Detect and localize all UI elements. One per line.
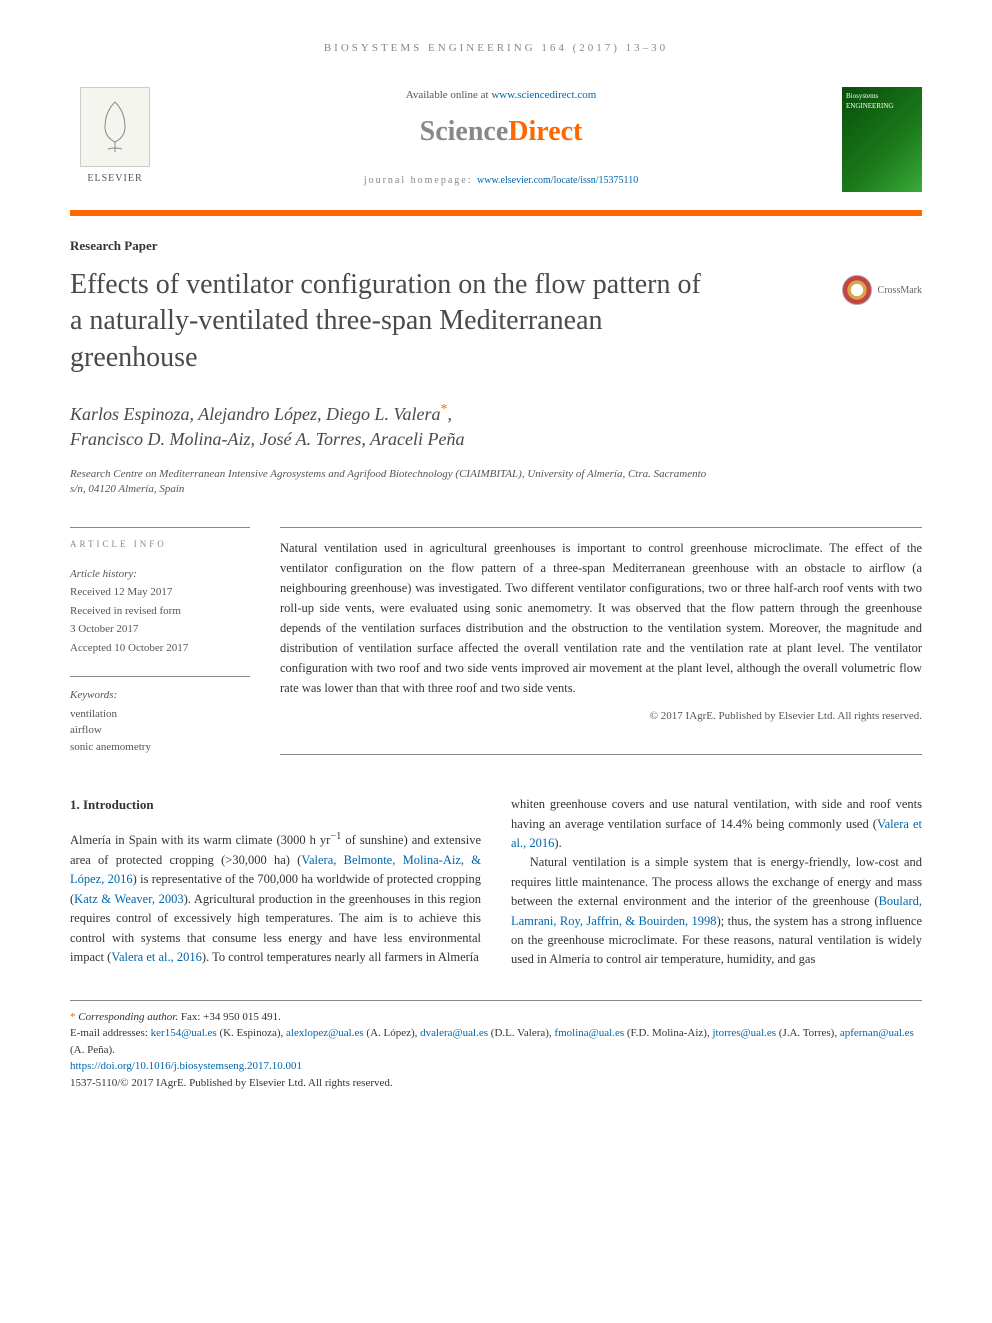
corresponding-author-note: * Corresponding author. Fax: +34 950 015… — [70, 1009, 922, 1026]
history-revised1: Received in revised form — [70, 603, 250, 620]
history-received: Received 12 May 2017 — [70, 584, 250, 601]
doi-link[interactable]: https://doi.org/10.1016/j.biosystemseng.… — [70, 1060, 302, 1072]
homepage-label: journal homepage: — [364, 175, 477, 186]
email-link[interactable]: apfernan@ual.es — [840, 1027, 914, 1039]
info-abstract-row: article info Article history: Received 1… — [70, 527, 922, 755]
elsevier-logo: ELSEVIER — [70, 87, 160, 186]
available-online-text: Available online at — [406, 89, 492, 101]
citation-link[interactable]: Valera et al., 2016 — [111, 950, 202, 964]
keyword: sonic anemometry — [70, 739, 250, 756]
footnote-marker: * — [70, 1011, 78, 1023]
issn-copyright: 1537-5110/© 2017 IAgrE. Published by Els… — [70, 1075, 922, 1092]
article-info-header: article info — [70, 527, 250, 552]
email-link[interactable]: jtorres@ual.es — [712, 1027, 776, 1039]
banner-center: Available online at www.sciencedirect.co… — [160, 87, 842, 189]
right-column: whiten greenhouse covers and use natural… — [511, 795, 922, 969]
keywords-block: Keywords: ventilation airflow sonic anem… — [70, 676, 250, 755]
email-link[interactable]: fmolina@ual.es — [554, 1027, 624, 1039]
body-columns: 1. Introduction Almería in Spain with it… — [70, 795, 922, 969]
section-heading: 1. Introduction — [70, 795, 481, 815]
citation-link[interactable]: Katz & Weaver, 2003 — [74, 892, 183, 906]
elsevier-tree-icon — [80, 87, 150, 167]
sciencedirect-logo: ScienceDirect — [180, 111, 822, 153]
homepage-link[interactable]: www.elsevier.com/locate/issn/15375110 — [477, 175, 638, 186]
article-title: Effects of ventilator configuration on t… — [70, 267, 710, 376]
history-revised2: 3 October 2017 — [70, 621, 250, 638]
corresponding-marker: * — [441, 402, 448, 417]
divider-bar — [70, 210, 922, 216]
journal-cover-title: Biosystems ENGINEERING — [846, 91, 918, 112]
abstract-copyright: © 2017 IAgrE. Published by Elsevier Ltd.… — [280, 708, 922, 726]
email-link[interactable]: alexlopez@ual.es — [286, 1027, 364, 1039]
article-type: Research Paper — [70, 236, 922, 256]
email-link[interactable]: dvalera@ual.es — [420, 1027, 488, 1039]
keyword: ventilation — [70, 706, 250, 723]
history-label: Article history: — [70, 566, 250, 583]
abstract-text: Natural ventilation used in agricultural… — [280, 541, 922, 695]
elsevier-name: ELSEVIER — [70, 171, 160, 186]
keyword: airflow — [70, 722, 250, 739]
email-link[interactable]: ker154@ual.es — [151, 1027, 217, 1039]
email-addresses: E-mail addresses: ker154@ual.es (K. Espi… — [70, 1025, 922, 1058]
keywords-label: Keywords: — [70, 687, 250, 704]
crossmark-badge[interactable]: CrossMark — [842, 275, 922, 305]
crossmark-label: CrossMark — [878, 283, 922, 298]
abstract: Natural ventilation used in agricultural… — [280, 527, 922, 755]
homepage-line: journal homepage: www.elsevier.com/locat… — [180, 173, 822, 188]
footer: * Corresponding author. Fax: +34 950 015… — [70, 1000, 922, 1092]
authors-line2: Francisco D. Molina-Aiz, José A. Torres,… — [70, 429, 464, 449]
authors-line1: Karlos Espinoza, Alejandro López, Diego … — [70, 404, 441, 424]
sciencedirect-link[interactable]: www.sciencedirect.com — [491, 89, 596, 101]
body-paragraph: whiten greenhouse covers and use natural… — [511, 795, 922, 853]
left-column: 1. Introduction Almería in Spain with it… — [70, 795, 481, 969]
body-paragraph: Natural ventilation is a simple system t… — [511, 853, 922, 969]
history-accepted: Accepted 10 October 2017 — [70, 640, 250, 657]
article-info: article info Article history: Received 1… — [70, 527, 250, 755]
sd-science: Science — [420, 116, 509, 147]
affiliation: Research Centre on Mediterranean Intensi… — [70, 467, 710, 498]
sd-direct: Direct — [508, 116, 582, 147]
publisher-banner: ELSEVIER Available online at www.science… — [70, 77, 922, 202]
available-online: Available online at www.sciencedirect.co… — [180, 87, 822, 104]
body-paragraph: Almería in Spain with its warm climate (… — [70, 829, 481, 967]
authors: Karlos Espinoza, Alejandro López, Diego … — [70, 400, 922, 452]
journal-reference: biosystems engineering 164 (2017) 13–30 — [70, 40, 922, 57]
crossmark-icon — [842, 275, 872, 305]
journal-cover-thumbnail: Biosystems ENGINEERING — [842, 87, 922, 192]
title-row: Effects of ventilator configuration on t… — [70, 267, 922, 376]
